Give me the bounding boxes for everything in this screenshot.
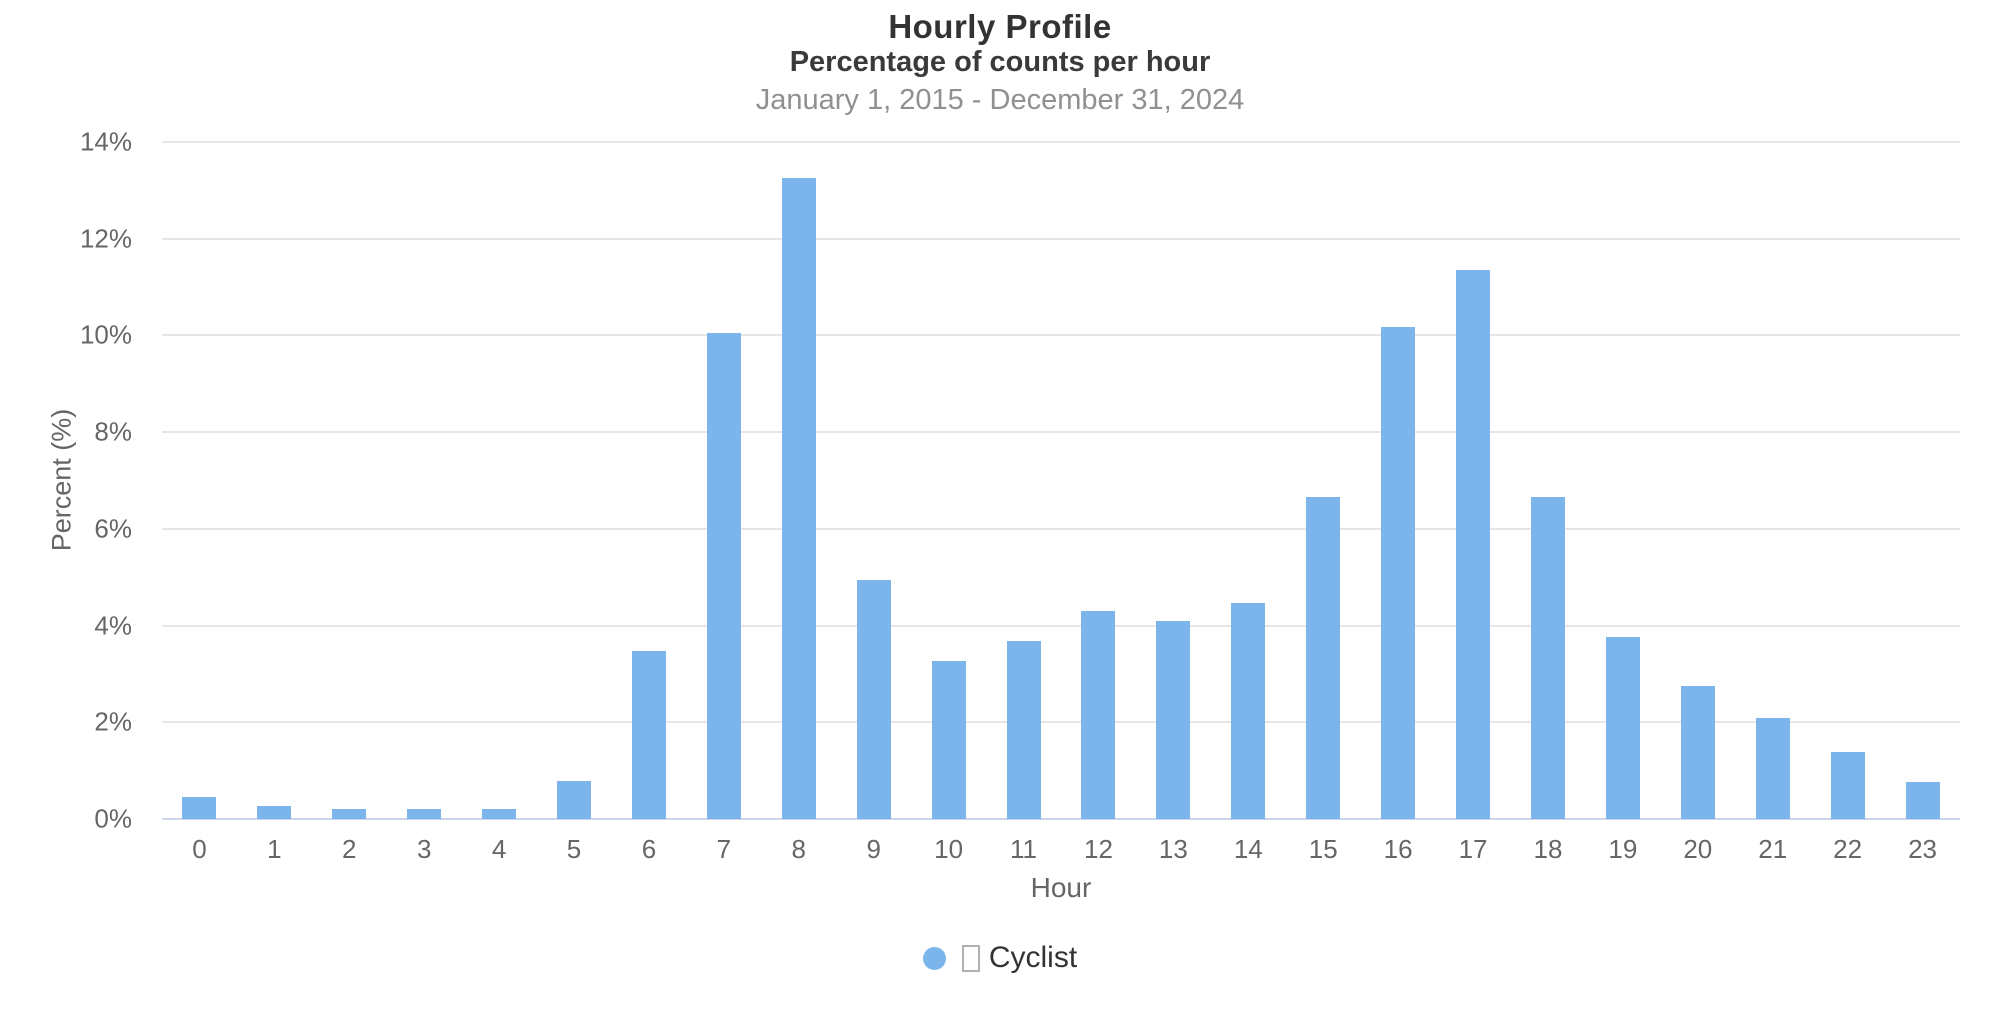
bar-hour-16[interactable] [1381, 326, 1416, 819]
bar-hour-17[interactable] [1456, 270, 1491, 819]
x-tick-label-23: 23 [1908, 834, 1937, 864]
x-tick-label-15: 15 [1308, 834, 1338, 864]
bar-hour-14[interactable] [1231, 603, 1266, 819]
y-tick-label-2: 2% [94, 706, 132, 737]
legend-item-cyclist[interactable]: Cyclist [922, 941, 1078, 975]
x-tick-label-7: 7 [716, 834, 732, 864]
bar-hour-22[interactable] [1830, 751, 1865, 819]
bar-hour-3[interactable] [407, 809, 442, 819]
chart-title: Hourly Profile [888, 8, 1112, 45]
bar-hour-23[interactable] [1905, 781, 1940, 819]
gridline-12pct [162, 237, 1960, 240]
gridline-10pct [162, 334, 1960, 337]
x-tick-label-10: 10 [934, 834, 964, 864]
gridline-6pct [162, 527, 1960, 530]
bar-hour-12[interactable] [1081, 611, 1116, 819]
x-tick-label-6: 6 [641, 834, 657, 864]
x-tick-label-13: 13 [1158, 834, 1188, 864]
x-tick-label-0: 0 [192, 834, 207, 864]
x-axis-title: Hour [1030, 872, 1092, 903]
bar-hour-19[interactable] [1605, 637, 1640, 819]
gridline-8pct [162, 431, 1960, 434]
x-tick-label-22: 22 [1833, 834, 1863, 864]
x-tick-label-14: 14 [1233, 834, 1263, 864]
x-tick-label-17: 17 [1458, 834, 1488, 864]
chart-date-range: January 1, 2015 - December 31, 2024 [755, 84, 1245, 116]
gridline-2pct [162, 721, 1960, 724]
y-tick-label-4: 4% [94, 610, 132, 641]
x-tick-label-21: 21 [1758, 834, 1788, 864]
y-tick-label-6: 6% [94, 513, 132, 544]
x-tick-label-19: 19 [1608, 834, 1638, 864]
gridline-4pct [162, 624, 1960, 627]
chart-subtitle: Percentage of counts per hour [789, 46, 1211, 78]
bar-hour-5[interactable] [557, 781, 592, 819]
y-tick-label-10: 10% [79, 319, 132, 350]
x-tick-label-18: 18 [1533, 834, 1563, 864]
bar-hour-0[interactable] [182, 797, 217, 819]
x-tick-label-11: 11 [1010, 834, 1038, 864]
bar-hour-20[interactable] [1680, 686, 1715, 819]
x-tick-label-20: 20 [1683, 834, 1713, 864]
legend-marker-circle-icon [922, 946, 946, 970]
missing-glyph-icon [961, 944, 980, 972]
x-tick-label-5: 5 [566, 834, 582, 864]
x-tick-label-8: 8 [791, 834, 807, 864]
bar-hour-18[interactable] [1530, 497, 1565, 819]
bar-hour-11[interactable] [1006, 641, 1041, 819]
x-tick-label-2: 2 [342, 834, 357, 864]
bar-hour-1[interactable] [257, 805, 292, 819]
y-tick-label-0: 0% [94, 803, 132, 834]
bar-hour-4[interactable] [482, 809, 517, 819]
bar-hour-9[interactable] [856, 579, 891, 819]
gridline-14pct [162, 141, 1960, 143]
plot-area [162, 141, 1960, 820]
bar-hour-7[interactable] [706, 333, 741, 819]
legend-label: Cyclist [988, 941, 1078, 974]
bar-hour-8[interactable] [781, 178, 816, 819]
bar-hour-15[interactable] [1306, 497, 1341, 819]
x-tick-label-9: 9 [866, 834, 881, 864]
x-tick-label-3: 3 [416, 834, 432, 864]
bar-hour-2[interactable] [332, 809, 367, 819]
bar-hour-13[interactable] [1156, 620, 1191, 819]
y-tick-label-8: 8% [94, 416, 132, 447]
x-tick-label-12: 12 [1083, 834, 1113, 864]
bar-hour-21[interactable] [1755, 718, 1790, 819]
bar-hour-10[interactable] [931, 660, 966, 819]
x-tick-label-4: 4 [491, 834, 507, 864]
x-tick-label-1: 1 [267, 834, 282, 864]
legend: Cyclist [0, 941, 2000, 975]
bar-hour-6[interactable] [631, 651, 666, 819]
x-tick-label-16: 16 [1383, 834, 1413, 864]
y-tick-label-14: 14% [79, 126, 132, 157]
y-tick-label-12: 12% [79, 223, 132, 254]
x-axis-line [162, 818, 1960, 820]
